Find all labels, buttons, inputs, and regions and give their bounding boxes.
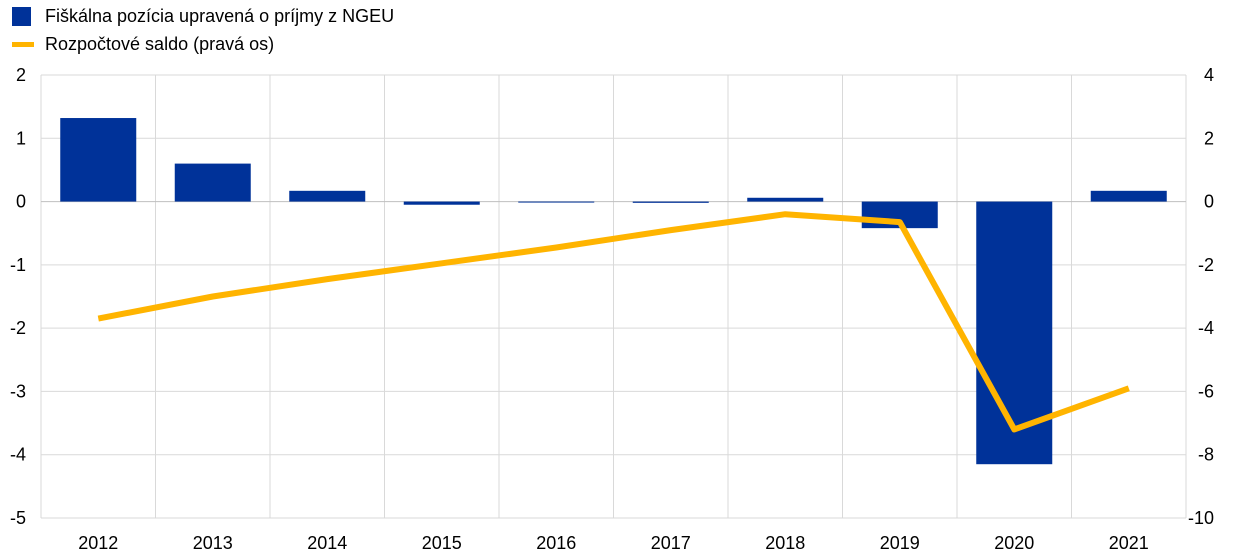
y-right-tick-label: 4 [1204,65,1214,85]
y-right-tick-label: -10 [1188,508,1214,528]
y-right-tick-label: -8 [1198,445,1214,465]
legend-label-bar: Fiškálna pozícia upravená o príjmy z NGE… [45,5,395,26]
legend-item-line: Rozpočtové saldo (pravá os) [12,30,394,58]
y-left-tick-label: -5 [10,508,26,528]
y-left-tick-label: 1 [16,128,26,148]
y-left-tick-label: -4 [10,445,26,465]
x-tick-label: 2018 [765,533,805,553]
y-right-tick-label: 2 [1204,128,1214,148]
y-left-tick-label: -2 [10,318,26,338]
y-right-tick-label: 0 [1204,192,1214,212]
y-left-tick-label: -1 [10,255,26,275]
legend-label-line: Rozpočtové saldo (pravá os) [45,33,275,54]
x-tick-label: 2015 [422,533,462,553]
y-left-tick-label: -3 [10,381,26,401]
bar-2012 [60,118,137,202]
x-tick-label: 2014 [307,533,347,553]
bar-2015 [403,201,480,205]
x-tick-label: 2020 [994,533,1034,553]
y-right-tick-label: -2 [1198,255,1214,275]
y-right-tick-label: -4 [1198,318,1214,338]
legend-item-bar: Fiškálna pozícia upravená o príjmy z NGE… [12,2,394,30]
x-tick-label: 2021 [1109,533,1149,553]
x-tick-label: 2016 [536,533,576,553]
y-left-tick-label: 2 [16,65,26,85]
y-right-tick-label: -6 [1198,381,1214,401]
bar-2013 [174,163,251,202]
y-left-tick-label: 0 [16,192,26,212]
legend-swatch-bar [12,6,31,26]
legend: Fiškálna pozícia upravená o príjmy z NGE… [12,2,394,58]
bar-2021 [1090,190,1167,202]
x-tick-label: 2019 [880,533,920,553]
line-series-budget-balance [97,211,1130,433]
x-tick-label: 2012 [78,533,118,553]
bar-2017 [632,201,709,203]
legend-swatch-line [12,41,34,47]
x-tick-label: 2017 [651,533,691,553]
x-tick-label: 2013 [193,533,233,553]
bar-2014 [289,190,366,202]
bar-2016 [518,201,595,203]
bar-2018 [747,197,824,202]
